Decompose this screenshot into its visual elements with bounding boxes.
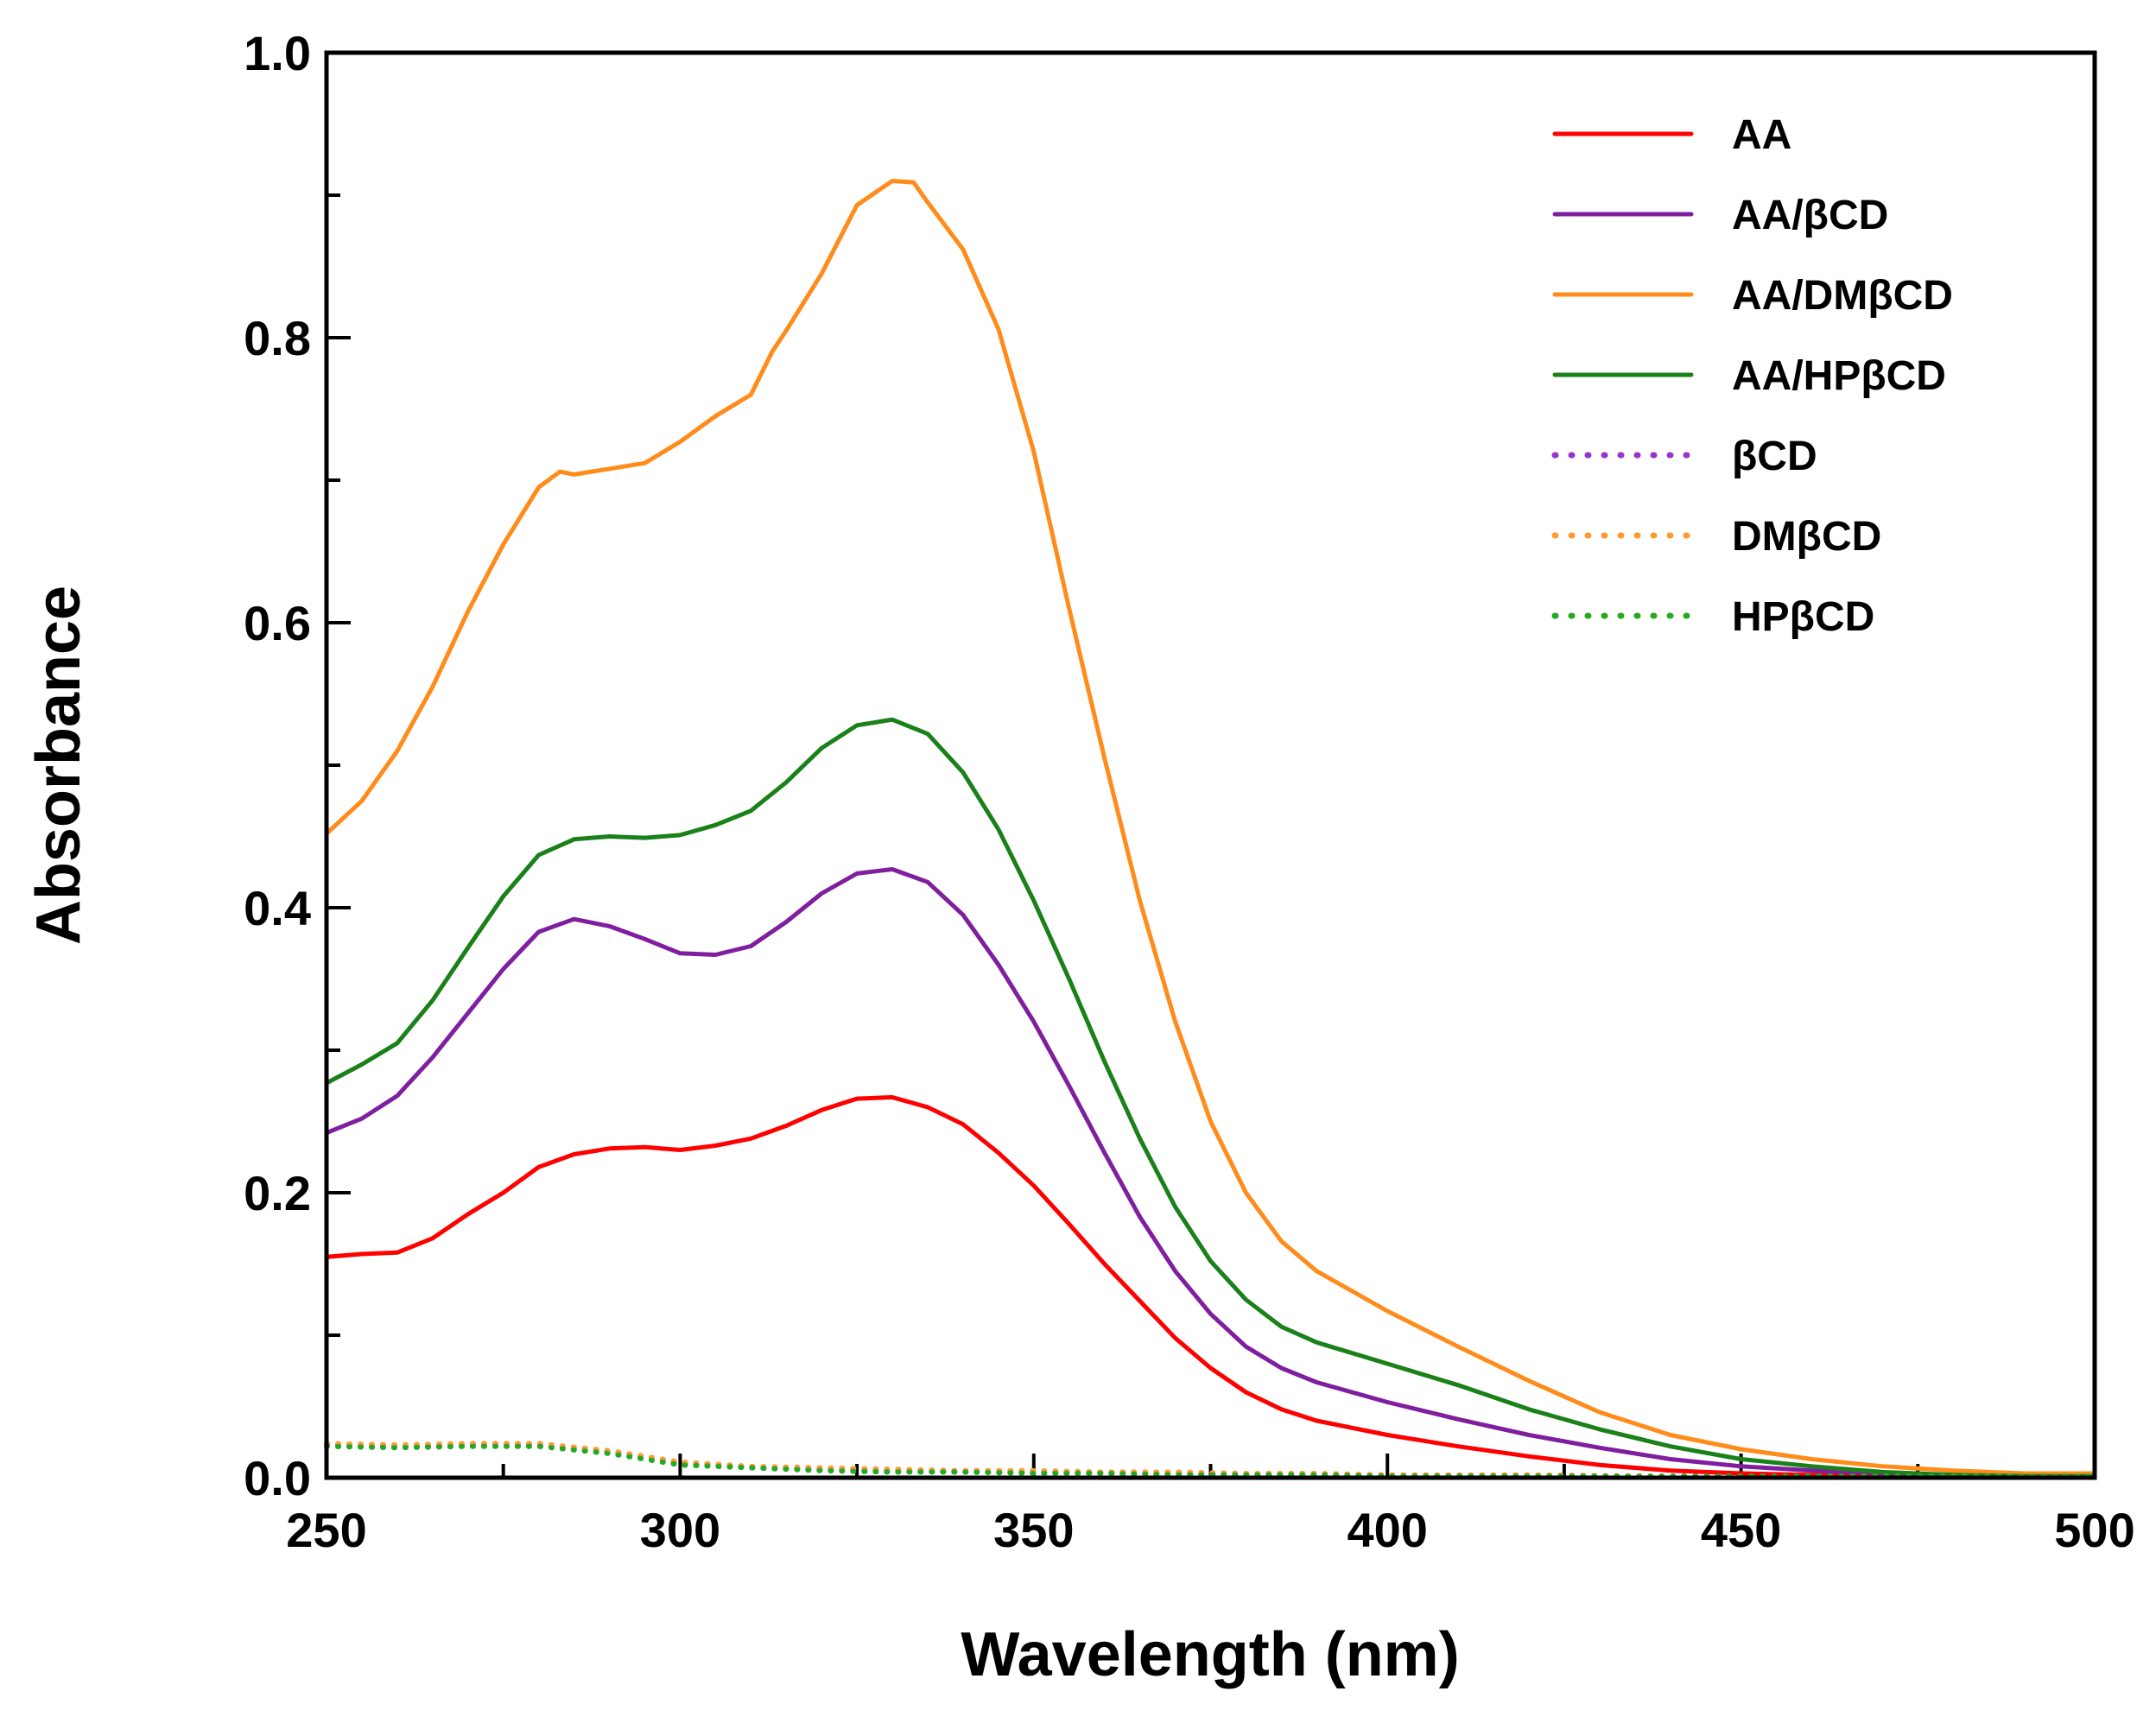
x-tick-label: 350: [993, 1503, 1074, 1557]
series-line: [324, 179, 2097, 1476]
series-line: [324, 1441, 2097, 1479]
x-tick-labels: 250 300 350 400 450 500: [286, 1503, 2134, 1557]
x-tick-label: 400: [1347, 1503, 1427, 1557]
y-tick-label: 0.4: [244, 881, 311, 935]
x-axis-title: Wavelength (nm): [961, 1620, 1459, 1689]
legend-label: AA/βCD: [1732, 193, 1888, 238]
x-tick-label: 450: [1701, 1503, 1781, 1557]
x-tick-label: 500: [2054, 1503, 2134, 1557]
series-line: [324, 867, 2097, 1479]
y-tick-label: 1.0: [244, 26, 311, 80]
legend-label: AA: [1732, 112, 1791, 158]
y-tick-label: 0.2: [244, 1166, 311, 1220]
y-tick-label: 0.6: [244, 596, 311, 650]
y-axis-title: Absorbance: [24, 586, 93, 945]
x-tick-label: 250: [286, 1503, 366, 1557]
y-tick-labels: 0.0 0.2 0.4 0.6 0.8 1.0: [244, 26, 311, 1505]
legend-label: βCD: [1732, 434, 1817, 479]
series-line: [324, 1443, 2097, 1479]
series-line: [324, 717, 2097, 1479]
legend-label: HPβCD: [1732, 594, 1874, 640]
series-layer: [324, 179, 2097, 1479]
y-tick-label: 0.0: [244, 1451, 311, 1505]
series-line: [324, 1095, 2097, 1479]
legend-label: DMβCD: [1732, 514, 1881, 560]
y-tick-label: 0.8: [244, 311, 311, 365]
legend: AA AA/βCD AA/DMβCD AA/HPβCD βCD DMβCD HPβCD: [1551, 112, 1953, 640]
x-tick-label: 300: [640, 1503, 720, 1557]
plot-frame: [324, 50, 2097, 1480]
legend-label: AA/DMβCD: [1732, 273, 1953, 319]
legend-label: AA/HPβCD: [1732, 353, 1946, 399]
